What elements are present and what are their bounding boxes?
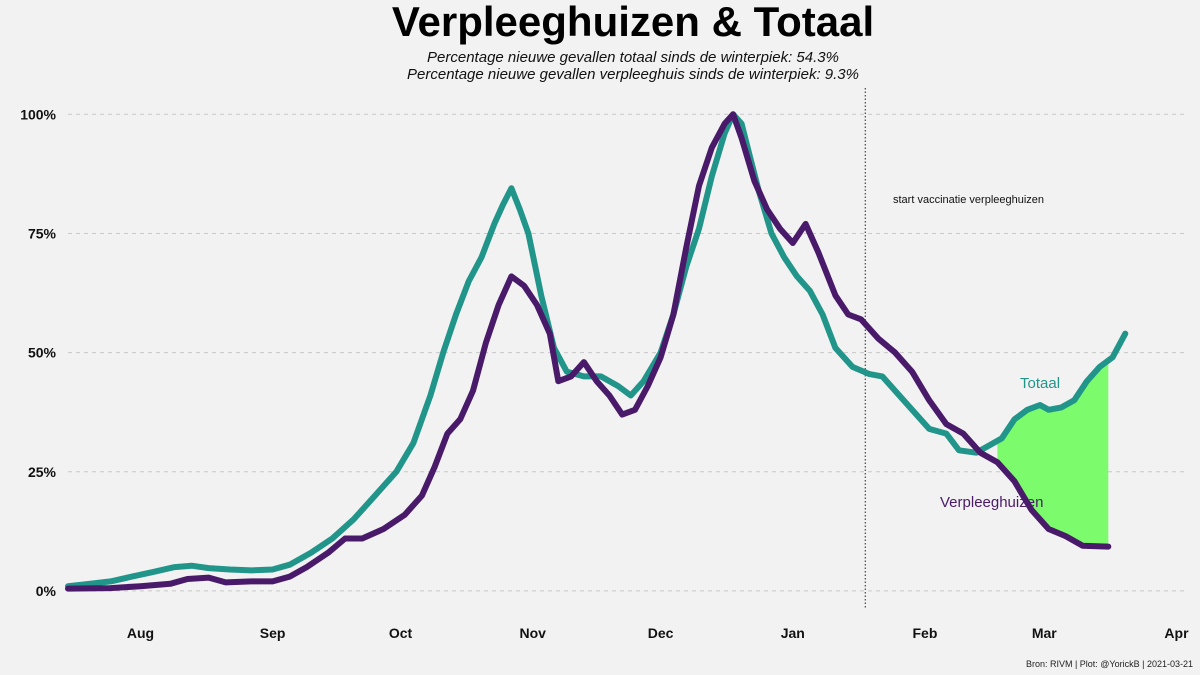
x-tick-label: Nov [519,625,546,641]
x-tick-label: Aug [127,625,154,641]
chart-title: Verpleeghuizen & Totaal [392,0,874,45]
series-label-verpleeghuizen: Verpleeghuizen [940,494,1043,511]
x-tick-label: Feb [912,625,937,641]
series-line-verpleeghuizen [65,111,1112,592]
y-tick-label: 100% [20,106,56,122]
x-tick-label: Mar [1032,625,1057,641]
series-label-totaal: Totaal [1020,375,1060,392]
x-tick-label: Sep [260,625,286,641]
y-tick-label: 25% [28,464,57,480]
series-lines [65,111,1129,592]
chart-subtitle-line-2: Percentage nieuwe gevallen verpleeghuis … [407,66,859,83]
x-tick-label: Apr [1164,625,1189,641]
difference-area [997,360,1109,547]
difference-fill [997,360,1109,547]
y-axis-ticks: 0% 25% 50% 75% 100% [20,106,56,599]
source-caption: Bron: RIVM | Plot: @YorickB | 2021-03-21 [1026,659,1193,669]
grid-lines [68,113,1185,592]
y-tick-label: 75% [28,225,57,241]
y-tick-label: 50% [28,345,57,361]
x-axis-ticks: Aug Sep Oct Nov Dec Jan Feb Mar Apr [127,625,1189,641]
vaccination-annotation: start vaccinatie verpleeghuizen [893,194,1044,206]
x-tick-label: Jan [781,625,805,641]
y-tick-label: 0% [36,583,57,599]
x-tick-label: Dec [648,625,674,641]
x-tick-label: Oct [389,625,413,641]
chart-subtitle-line-1: Percentage nieuwe gevallen totaal sinds … [427,49,839,66]
